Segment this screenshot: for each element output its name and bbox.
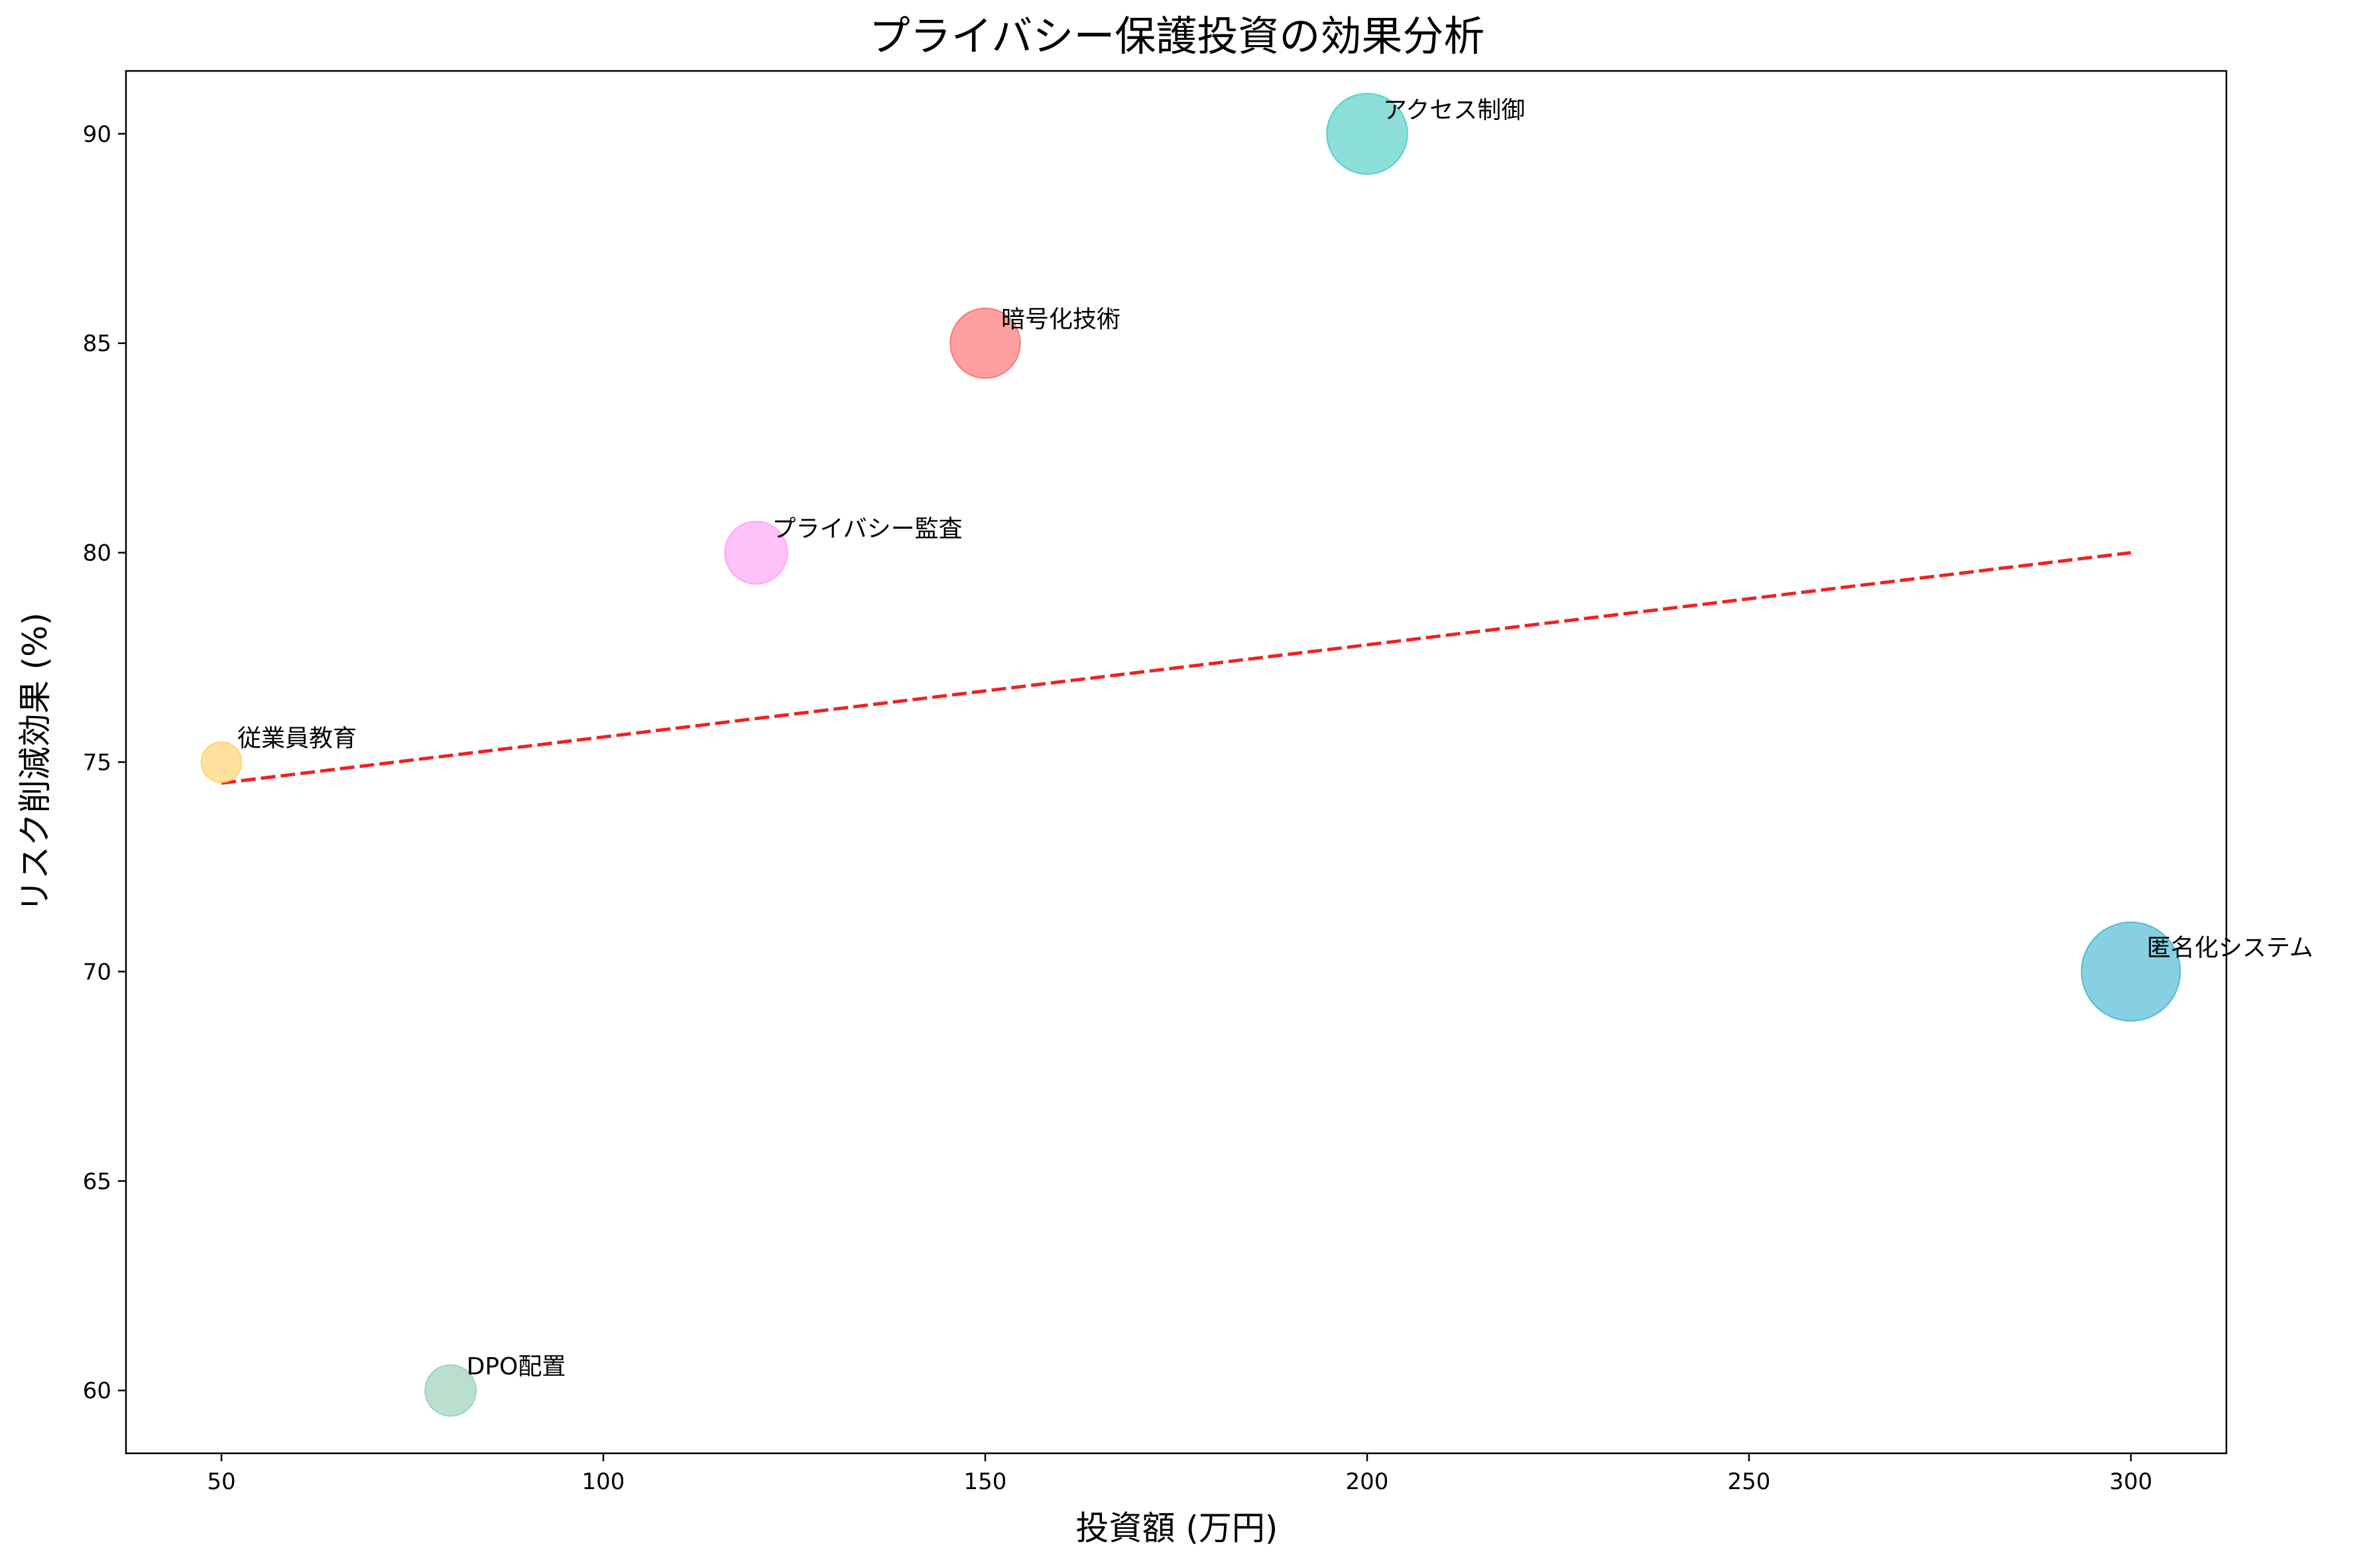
data-point-label: 匿名化システム: [2147, 934, 2313, 961]
trendline: [221, 551, 2132, 785]
data-point-label: アクセス制御: [1383, 97, 1525, 124]
y-tick-label: 60: [83, 1378, 111, 1404]
data-point: [724, 520, 788, 585]
chart-title: プライバシー保護投資の効果分析: [869, 12, 1485, 60]
x-tick-label: 150: [964, 1469, 1007, 1495]
data-point: [424, 1364, 477, 1417]
data-point: [200, 741, 243, 783]
y-tick-label: 65: [83, 1168, 111, 1195]
x-axis: 50 100 150 200 250 300: [207, 1453, 2152, 1495]
data-point-label: プライバシー監査: [772, 516, 962, 543]
y-tick-label: 70: [83, 959, 111, 985]
y-axis-title: リスク削減効果 (%): [16, 613, 54, 912]
y-tick-label: 75: [83, 750, 111, 776]
data-point: [949, 308, 1021, 379]
data-point: [2081, 921, 2181, 1022]
y-tick-label: 85: [83, 331, 111, 357]
data-point: [1326, 92, 1408, 175]
x-tick-label: 300: [2110, 1469, 2153, 1495]
x-tick-label: 200: [1346, 1469, 1389, 1495]
y-tick-label: 80: [83, 540, 111, 567]
data-point-label: DPO配置: [467, 1353, 566, 1380]
y-tick-label: 90: [83, 121, 111, 148]
data-point-label: 暗号化技術: [1001, 306, 1120, 333]
x-tick-label: 100: [582, 1469, 625, 1495]
x-tick-label: 50: [207, 1469, 235, 1495]
y-axis: 60 65 70 75 80 85 90: [83, 121, 126, 1404]
x-tick-label: 250: [1728, 1469, 1771, 1495]
trendline-group: [221, 551, 2132, 785]
data-point-label: 従業員教育: [237, 725, 357, 753]
data-points: [200, 92, 2181, 1417]
x-axis-title: 投資額 (万円): [1076, 1509, 1278, 1547]
